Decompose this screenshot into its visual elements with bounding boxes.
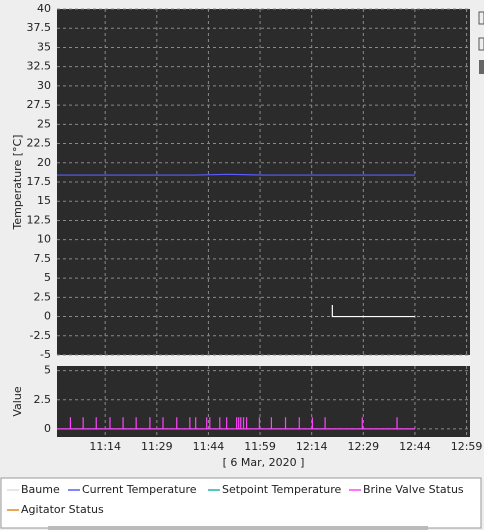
x-tick-label: 11:44	[193, 440, 225, 453]
legend-label: Brine Valve Status	[363, 483, 464, 496]
legend-label: Current Temperature	[82, 483, 197, 496]
toolbar-icon[interactable]	[478, 11, 484, 25]
series-line	[331, 305, 415, 318]
toolbar-icon[interactable]	[478, 37, 484, 51]
y-tick-label: 15	[37, 194, 51, 207]
series-line	[57, 173, 415, 176]
y-tick-label: 22.5	[27, 137, 52, 150]
legend-label: Setpoint Temperature	[222, 483, 342, 496]
y-axis-label: Value	[11, 386, 24, 416]
y-tick-label: 30	[37, 79, 51, 92]
y-tick-label: 32.5	[27, 60, 52, 73]
y-tick-label: 5	[44, 271, 51, 284]
y-tick-label: 40	[37, 2, 51, 15]
x-tick-label: 12:59	[451, 440, 483, 453]
y-tick-label: 2.5	[34, 393, 52, 406]
y-tick-label: 27.5	[27, 98, 52, 111]
y-tick-label: -5	[40, 348, 51, 361]
y-tick-label: 10	[37, 233, 51, 246]
x-axis-label: [ 6 Mar, 2020 ]	[223, 456, 305, 469]
legend-label: Baume	[21, 483, 60, 496]
x-tick-label: 12:44	[399, 440, 431, 453]
x-tick-label: 11:29	[141, 440, 173, 453]
plot-area	[57, 366, 470, 437]
x-tick-label: 11:59	[244, 440, 276, 453]
y-tick-label: 12.5	[27, 213, 52, 226]
y-axis-label: Temperature [°C]	[11, 135, 24, 231]
y-tick-label: 7.5	[34, 252, 52, 265]
y-tick-label: 0	[44, 310, 51, 323]
legend	[0, 477, 482, 529]
y-tick-label: 5	[44, 364, 51, 377]
y-tick-label: 37.5	[27, 21, 52, 34]
legend-label: Agitator Status	[21, 503, 104, 516]
y-tick-label: 0	[44, 422, 51, 435]
series-line	[57, 417, 415, 430]
x-tick-label: 12:14	[296, 440, 328, 453]
y-tick-label: 25	[37, 117, 51, 130]
toolbar-icon[interactable]	[479, 60, 484, 74]
x-tick-label: 12:29	[347, 440, 379, 453]
y-tick-label: 20	[37, 156, 51, 169]
x-tick-label: 11:14	[89, 440, 121, 453]
y-tick-label: 17.5	[27, 175, 52, 188]
y-tick-label: -2.5	[30, 329, 51, 342]
y-tick-label: 35	[37, 40, 51, 53]
scrollbar[interactable]	[48, 526, 428, 530]
y-tick-label: 2.5	[34, 290, 52, 303]
